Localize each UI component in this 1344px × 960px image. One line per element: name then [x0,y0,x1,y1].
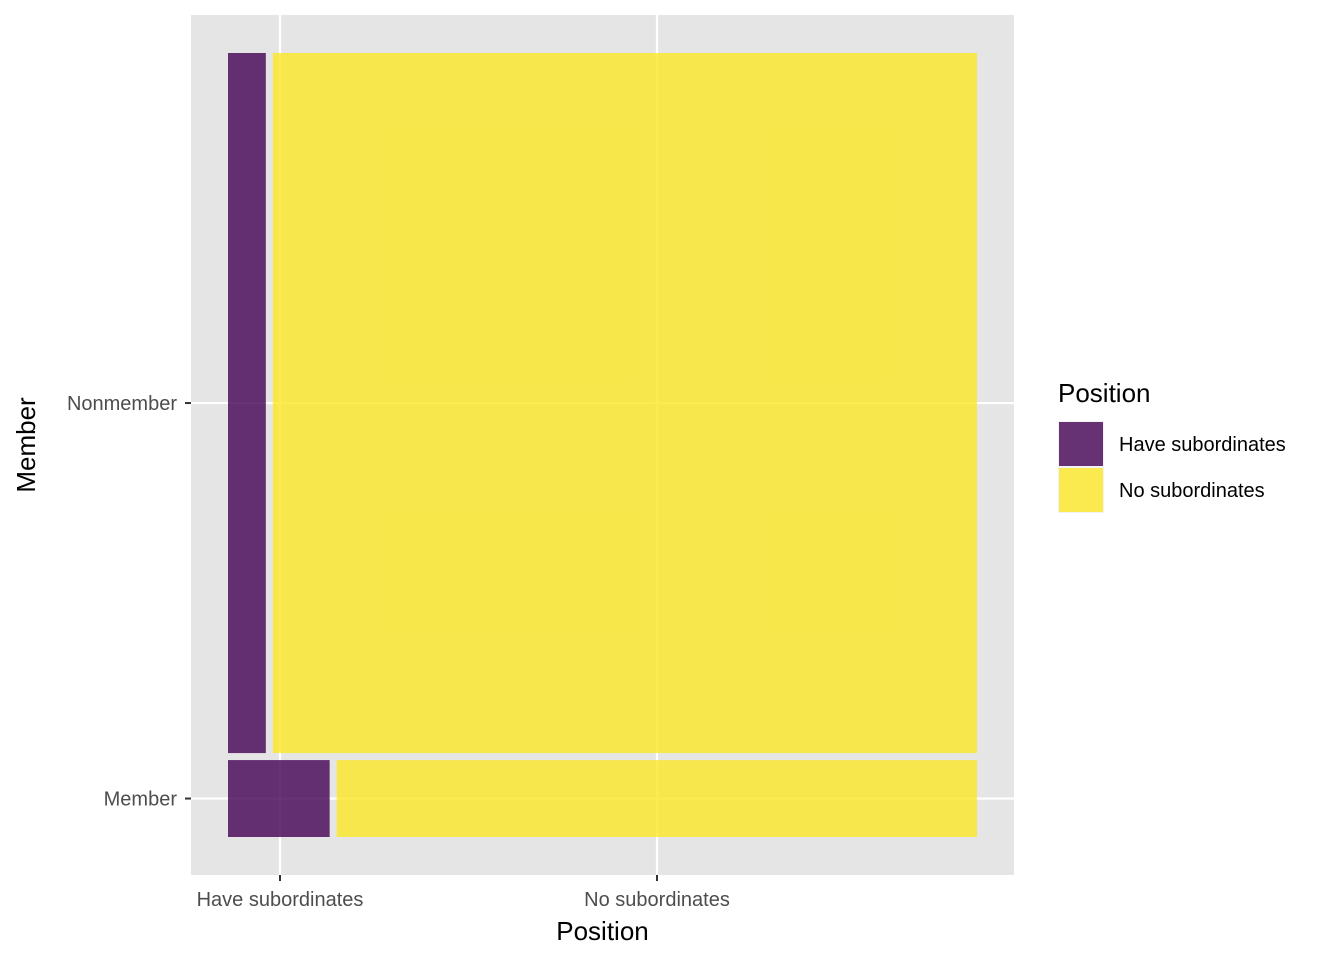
legend-swatch-have-subordinates [1059,422,1103,466]
x-axis: Have subordinates No subordinates [197,875,730,911]
x-axis-title: Position [556,916,649,946]
x-tick-label-have-subordinates: Have subordinates [197,889,364,911]
legend-swatch-no-subordinates [1059,468,1103,512]
tile-nonmember-have-subordinates [228,53,266,754]
y-tick-label-nonmember: Nonmember [67,393,177,415]
legend-title: Position [1058,378,1151,408]
mosaic-tiles [228,53,977,837]
y-tick-label-member: Member [104,789,178,811]
tile-nonmember-no-subordinates [272,53,977,754]
legend-label-have-subordinates: Have subordinates [1119,434,1286,456]
tile-member-have-subordinates [228,760,330,837]
y-axis: Nonmember Member [67,393,191,811]
tile-member-no-subordinates [336,760,977,837]
legend: Position Have subordinates No subordinate… [1058,378,1286,513]
x-tick-label-no-subordinates: No subordinates [584,889,730,911]
y-axis-title: Member [11,397,41,493]
legend-label-no-subordinates: No subordinates [1119,480,1265,502]
